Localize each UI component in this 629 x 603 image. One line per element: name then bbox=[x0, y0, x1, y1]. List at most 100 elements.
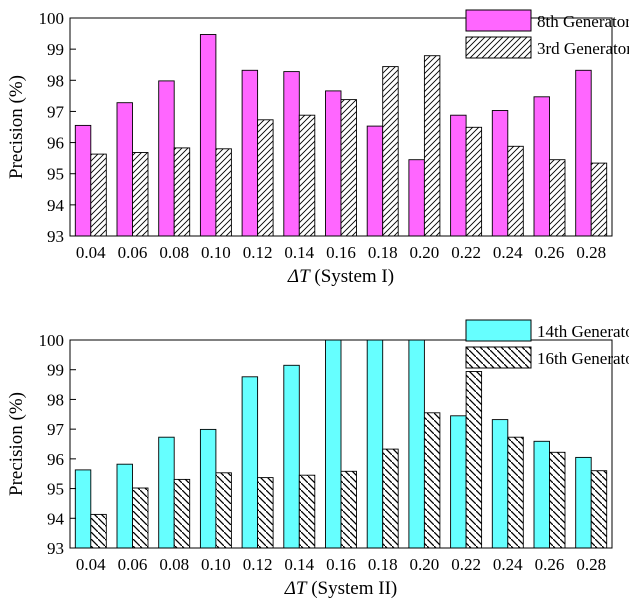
bar-3rd-generator-0.22 bbox=[465, 126, 483, 237]
bar-3rd-generator-0.10 bbox=[215, 148, 232, 237]
bar-8th-generator-0.26 bbox=[533, 96, 550, 237]
chart-1-delta-t-symbol: ΔT bbox=[287, 266, 311, 287]
bar-14th-generator-0.22 bbox=[450, 415, 467, 549]
y-tick-label-98: 98 bbox=[47, 390, 64, 409]
bar-14th-generator-0.12 bbox=[241, 376, 259, 549]
bar-8th-generator-0.22 bbox=[450, 114, 467, 237]
bar-3rd-generator-0.04 bbox=[90, 153, 107, 237]
chart-1-x-ticks: 0.04 0.06 0.08 0.10 0.12 0.14 0.16 0.18 0.20 0.22… bbox=[76, 243, 606, 262]
bar-14th-generator-0.20 bbox=[408, 339, 425, 549]
bar-14th-generator-0.10 bbox=[199, 428, 217, 549]
chart-1-y-ticks: 93 94 95 96 97 98 99 100 bbox=[39, 9, 76, 246]
bar-16th-generator-0.08 bbox=[173, 478, 191, 549]
x-tick-label-0.28: 0.28 bbox=[576, 555, 606, 574]
bar-16th-generator-0.18 bbox=[382, 448, 399, 549]
bar-8th-generator-0.14 bbox=[283, 71, 300, 237]
legend-swatch-8th-generator bbox=[465, 9, 532, 32]
bar-14th-generator-0.28 bbox=[575, 456, 592, 549]
x-tick-label-0.08: 0.08 bbox=[159, 555, 189, 574]
bar-3rd-generator-0.16 bbox=[340, 99, 357, 237]
bar-16th-generator-0.14 bbox=[298, 474, 316, 549]
x-tick-label-0.22: 0.22 bbox=[451, 555, 481, 574]
y-tick-label-99: 99 bbox=[47, 40, 64, 59]
bar-3rd-generator-0.24 bbox=[507, 145, 524, 237]
bar-8th-generator-0.28 bbox=[575, 69, 592, 237]
bar-14th-generator-0.14 bbox=[283, 364, 300, 549]
x-tick-label-0.04: 0.04 bbox=[76, 555, 106, 574]
x-tick-label-0.06: 0.06 bbox=[118, 555, 148, 574]
y-tick-label-94: 94 bbox=[47, 196, 65, 215]
bar-3rd-generator-0.18 bbox=[382, 66, 399, 237]
bar-16th-generator-0.16 bbox=[340, 470, 357, 549]
bar-3rd-generator-0.26 bbox=[549, 159, 566, 237]
bar-16th-generator-0.22 bbox=[465, 371, 483, 549]
bar-8th-generator-0.16 bbox=[325, 90, 342, 237]
bar-14th-generator-0.24 bbox=[491, 419, 509, 549]
bar-8th-generator-0.12 bbox=[241, 69, 259, 237]
chart-1-plot-area bbox=[74, 34, 608, 237]
x-tick-label-0.08: 0.08 bbox=[159, 243, 189, 262]
bar-8th-generator-0.08 bbox=[158, 80, 175, 237]
x-tick-label-0.12: 0.12 bbox=[243, 555, 273, 574]
y-tick-label-96: 96 bbox=[47, 134, 64, 153]
chart-2-axes-frame bbox=[69, 339, 613, 549]
chart-1-y-axis-label: Precision (%) bbox=[6, 75, 27, 179]
bar-3rd-generator-0.12 bbox=[257, 119, 274, 237]
legend-swatch-16th-generator bbox=[465, 346, 532, 369]
bar-3rd-generator-0.14 bbox=[298, 114, 316, 237]
legend-label-8th-generator: 8th Generator bbox=[537, 12, 629, 31]
y-tick-label-99: 99 bbox=[47, 361, 64, 380]
x-tick-label-0.10: 0.10 bbox=[201, 555, 231, 574]
bar-8th-generator-0.18 bbox=[366, 125, 384, 237]
bar-14th-generator-0.08 bbox=[158, 436, 175, 549]
bar-16th-generator-0.26 bbox=[549, 451, 566, 549]
chart-2-legend: 14th Generator 16th Generator bbox=[465, 319, 629, 369]
bar-16th-generator-0.04 bbox=[90, 513, 107, 549]
bar-16th-generator-0.24 bbox=[507, 436, 524, 549]
x-tick-label-0.18: 0.18 bbox=[368, 555, 398, 574]
y-tick-label-100: 100 bbox=[39, 9, 65, 28]
chart-system-1: 93 94 95 96 97 98 99 100 0.04 0.06 0.08 0.10 0.12 0.… bbox=[6, 9, 629, 287]
legend-label-16th-generator: 16th Generator bbox=[537, 349, 629, 368]
x-tick-label-0.20: 0.20 bbox=[410, 555, 440, 574]
y-tick-label-98: 98 bbox=[47, 71, 64, 90]
chart-2-y-ticks: 93 94 95 96 97 98 99 100 bbox=[39, 331, 76, 558]
y-tick-label-97: 97 bbox=[47, 102, 65, 121]
chart-1-axes-frame bbox=[69, 17, 613, 237]
x-tick-label-0.24: 0.24 bbox=[493, 243, 523, 262]
bar-8th-generator-0.20 bbox=[408, 159, 425, 237]
y-tick-label-93: 93 bbox=[47, 227, 64, 246]
chart-2-plot-area bbox=[74, 339, 608, 549]
bar-8th-generator-0.06 bbox=[116, 102, 133, 237]
x-tick-label-0.26: 0.26 bbox=[535, 243, 565, 262]
y-tick-label-100: 100 bbox=[39, 331, 65, 350]
y-tick-label-95: 95 bbox=[47, 165, 64, 184]
bar-16th-generator-0.12 bbox=[257, 477, 274, 549]
x-tick-label-0.16: 0.16 bbox=[326, 243, 356, 262]
bar-3rd-generator-0.06 bbox=[132, 152, 149, 237]
x-tick-label-0.06: 0.06 bbox=[118, 243, 148, 262]
y-tick-label-97: 97 bbox=[47, 420, 65, 439]
legend-label-14th-generator: 14th Generator bbox=[537, 322, 629, 341]
bar-16th-generator-0.10 bbox=[215, 472, 232, 549]
x-tick-label-0.04: 0.04 bbox=[76, 243, 106, 262]
x-tick-label-0.12: 0.12 bbox=[243, 243, 273, 262]
bar-14th-generator-0.26 bbox=[533, 440, 550, 549]
bar-16th-generator-0.20 bbox=[423, 412, 441, 549]
y-tick-label-94: 94 bbox=[47, 509, 65, 528]
bar-16th-generator-0.28 bbox=[590, 470, 608, 549]
bar-14th-generator-0.06 bbox=[116, 463, 133, 549]
chart-2-y-axis-label: Precision (%) bbox=[6, 392, 27, 496]
x-tick-label-0.26: 0.26 bbox=[535, 555, 565, 574]
bar-14th-generator-0.18 bbox=[366, 339, 384, 549]
legend-swatch-3rd-generator bbox=[465, 36, 532, 59]
x-tick-label-0.10: 0.10 bbox=[201, 243, 231, 262]
bar-8th-generator-0.04 bbox=[74, 124, 92, 237]
x-tick-label-0.18: 0.18 bbox=[368, 243, 398, 262]
bar-8th-generator-0.10 bbox=[199, 34, 217, 237]
chart-2-x-axis-system: (System II) bbox=[306, 578, 397, 599]
x-tick-label-0.20: 0.20 bbox=[410, 243, 440, 262]
bar-3rd-generator-0.08 bbox=[173, 147, 191, 237]
